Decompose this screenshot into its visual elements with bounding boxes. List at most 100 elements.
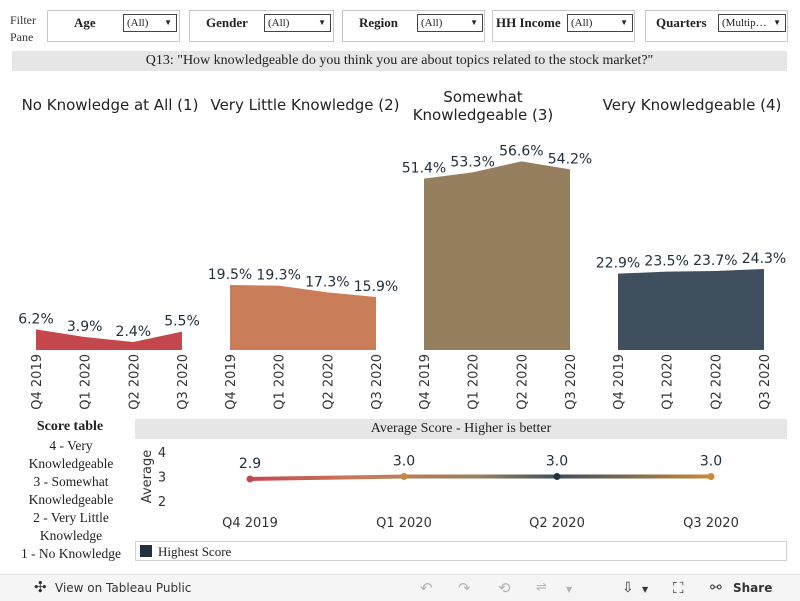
- average-score-point: [400, 473, 408, 480]
- score-table-line: 3 - Somewhat: [33, 474, 109, 489]
- category-header-2: Very Little Knowledge (2): [200, 96, 410, 114]
- filter-region-value: (All): [421, 17, 443, 29]
- x-tick-label: Q4 2019: [612, 354, 627, 410]
- share-icon[interactable]: ⚯: [710, 580, 722, 596]
- filter-quarters-label: Quarters: [656, 15, 707, 30]
- filter-quarters-dropdown[interactable]: (Multip… ▼: [718, 14, 786, 32]
- filter-quarters-value: (Multip…: [722, 17, 767, 29]
- question-banner: Q13: "How knowledgeable do you think you…: [12, 51, 787, 71]
- filter-gender: Gender (All) ▼: [189, 10, 334, 42]
- x-tick-label: Q4 2019: [30, 354, 45, 410]
- x-tick-label: Q3 2020: [683, 516, 739, 531]
- average-score-title: Average Score - Higher is better: [135, 419, 787, 439]
- filter-region-dropdown[interactable]: (All) ▼: [417, 14, 483, 32]
- filter-hh-income-label: HH Income: [496, 15, 561, 30]
- data-label: 15.9%: [354, 279, 398, 295]
- download-icon[interactable]: ⇩: [622, 580, 634, 596]
- score-table-line: 1 - No Knowledge: [20, 546, 122, 561]
- area-series-3: [424, 161, 570, 350]
- data-label: 19.5%: [208, 267, 252, 283]
- x-tick-label: Q1 2020: [661, 354, 676, 410]
- filter-region: Region (All) ▼: [342, 10, 485, 42]
- filter-age-label: Age: [74, 15, 96, 30]
- legend-swatch: [140, 545, 152, 557]
- data-label: 23.5%: [644, 254, 688, 270]
- knowledge-area-chart: 6.2% 3.9% 2.4% 5.5% Q4 2019 Q1 2020 Q2 2020 Q3 …: [18, 143, 786, 410]
- legend: Highest Score: [135, 541, 787, 561]
- data-label: 6.2%: [18, 311, 54, 327]
- data-label: 3.9%: [67, 319, 103, 335]
- area-series-1: [36, 329, 182, 350]
- filter-gender-value: (All): [268, 17, 290, 29]
- category-header-2-line1: Very Little Knowledge (2): [210, 96, 400, 114]
- average-score-point: [553, 473, 561, 480]
- refresh-chevron-down-icon[interactable]: ▼: [566, 585, 573, 594]
- filter-age-value: (All): [127, 17, 149, 29]
- category-header-1-line1: No Knowledge at All (1): [21, 96, 199, 114]
- average-score-line: [249, 474, 711, 481]
- x-tick-label: Q1 2020: [467, 354, 482, 410]
- x-tick-label: Q4 2019: [222, 516, 278, 531]
- category-header-1: No Knowledge at All (1): [10, 96, 210, 114]
- legend-label: Highest Score: [158, 544, 232, 559]
- data-label: 56.6%: [499, 143, 543, 159]
- x-tick-label: Q4 2019: [418, 354, 433, 410]
- filter-region-label: Region: [359, 15, 398, 30]
- score-table-line: 4 - Very: [49, 438, 93, 453]
- x-tick-label: Q3 2020: [758, 354, 773, 410]
- redo-icon[interactable]: ↷: [458, 579, 471, 597]
- x-tick-label: Q2 2020: [127, 354, 142, 410]
- x-tick-label: Q3 2020: [176, 354, 191, 410]
- score-table-line: Knowledge: [39, 528, 103, 543]
- filter-age-dropdown[interactable]: (All) ▼: [123, 14, 177, 32]
- area-series-2: [230, 285, 376, 350]
- x-tick-label: Q2 2020: [321, 354, 336, 410]
- average-score-label: 3.0: [700, 454, 722, 470]
- category-header-3: Somewhat Knowledgeable (3): [400, 88, 566, 124]
- x-tick-label: Q4 2019: [224, 354, 239, 410]
- data-label: 17.3%: [305, 274, 349, 290]
- data-label: 24.3%: [742, 251, 786, 267]
- x-tick-label: Q1 2020: [376, 516, 432, 531]
- area-series-4: [618, 269, 764, 350]
- y-tick-label: 4: [158, 446, 166, 461]
- y-tick-label: 3: [158, 471, 166, 486]
- undo-icon[interactable]: ↶: [420, 579, 433, 597]
- view-on-tableau-link[interactable]: View on Tableau Public: [55, 581, 192, 595]
- filter-hh-income-value: (All): [571, 17, 593, 29]
- y-axis-label: Average: [140, 450, 155, 503]
- data-label: 54.2%: [548, 151, 592, 167]
- filter-hh-income-dropdown[interactable]: (All) ▼: [567, 14, 633, 32]
- filter-gender-label: Gender: [206, 15, 248, 30]
- category-header-3-line1: Somewhat: [443, 88, 523, 106]
- tableau-logo-icon: ✣: [34, 578, 47, 596]
- chevron-down-icon: ▼: [318, 18, 326, 27]
- data-label: 22.9%: [596, 256, 640, 272]
- filter-gender-dropdown[interactable]: (All) ▼: [264, 14, 331, 32]
- average-score-point: [707, 473, 715, 480]
- x-tick-label: Q2 2020: [529, 516, 585, 531]
- refresh-icon[interactable]: ⇌: [536, 580, 547, 595]
- score-table-title: Score table: [36, 419, 104, 434]
- chevron-down-icon: ▼: [164, 18, 172, 27]
- data-label: 23.7%: [693, 253, 737, 269]
- share-button[interactable]: Share: [733, 581, 773, 595]
- download-chevron-down-icon[interactable]: ▼: [642, 585, 649, 594]
- filter-age: Age (All) ▼: [47, 10, 180, 42]
- x-tick-label: Q2 2020: [709, 354, 724, 410]
- data-label: 2.4%: [116, 324, 152, 340]
- x-tick-label: Q1 2020: [273, 354, 288, 410]
- fullscreen-icon[interactable]: ⛶: [673, 579, 684, 597]
- filter-hh-income: HH Income (All) ▼: [492, 10, 635, 42]
- chevron-down-icon: ▼: [773, 18, 781, 27]
- category-header-3-line2: Knowledgeable (3): [412, 106, 554, 124]
- data-label: 19.3%: [256, 268, 300, 284]
- x-tick-label: Q2 2020: [515, 354, 530, 410]
- category-header-4-line1: Very Knowledgeable (4): [602, 96, 782, 114]
- revert-icon[interactable]: ⟲: [498, 579, 511, 597]
- x-tick-label: Q3 2020: [564, 354, 579, 410]
- filter-pane-label: Filter Pane: [10, 12, 36, 46]
- data-label: 5.5%: [164, 314, 200, 330]
- filter-pane-label-line1: Filter: [10, 13, 36, 27]
- average-score-point: [246, 475, 254, 483]
